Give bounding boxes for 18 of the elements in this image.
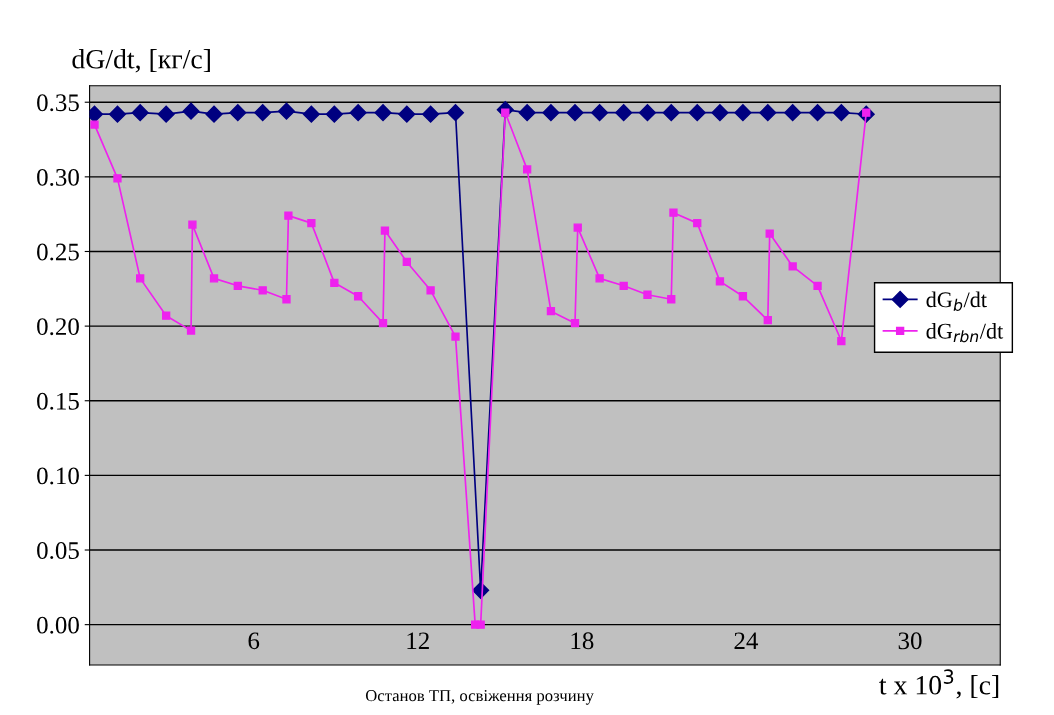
x-tick-label: 24 xyxy=(734,632,759,649)
y-tick-label: 0.05 xyxy=(37,542,79,560)
y-tick-label: 0.30 xyxy=(37,168,79,186)
x-tick-label: 18 xyxy=(571,632,594,650)
x-tick-label: 30 xyxy=(898,632,922,650)
x-tick-label: 6 xyxy=(248,632,260,650)
text: Останов ТП, освіження розчину xyxy=(365,690,594,705)
y-tick-label: 0.00 xyxy=(37,616,79,634)
y-tick-label: 0.20 xyxy=(37,318,79,336)
y-tick-label: 0.25 xyxy=(37,243,79,261)
x-tick-label: 12 xyxy=(407,632,429,649)
legend-label: dG$_{b}$/dt xyxy=(926,291,987,311)
legend-label: dG$_{rbn}$/dt xyxy=(926,323,1004,343)
y-tick-label: 0.35 xyxy=(37,94,79,112)
x-axis-title: t x 10$^{3}$, [c] xyxy=(879,669,999,699)
y-axis-title: dG/dt, [кг/с] xyxy=(72,49,210,73)
y-tick-label: 0.10 xyxy=(37,467,79,485)
y-tick-label: 0.15 xyxy=(37,392,79,410)
